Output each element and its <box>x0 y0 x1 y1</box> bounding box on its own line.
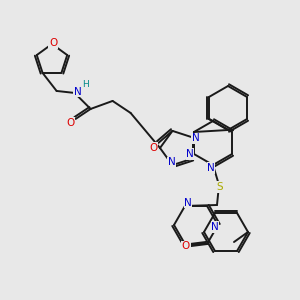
Text: N: N <box>186 149 194 159</box>
Text: N: N <box>192 134 200 143</box>
Text: O: O <box>67 118 75 128</box>
Text: S: S <box>217 182 223 192</box>
Text: N: N <box>211 222 219 232</box>
Text: N: N <box>207 163 215 173</box>
Text: O: O <box>49 38 57 48</box>
Text: N: N <box>184 198 192 208</box>
Text: N: N <box>168 157 175 167</box>
Text: N: N <box>74 87 82 97</box>
Text: H: H <box>82 80 89 89</box>
Text: O: O <box>149 143 158 153</box>
Text: O: O <box>182 241 190 251</box>
